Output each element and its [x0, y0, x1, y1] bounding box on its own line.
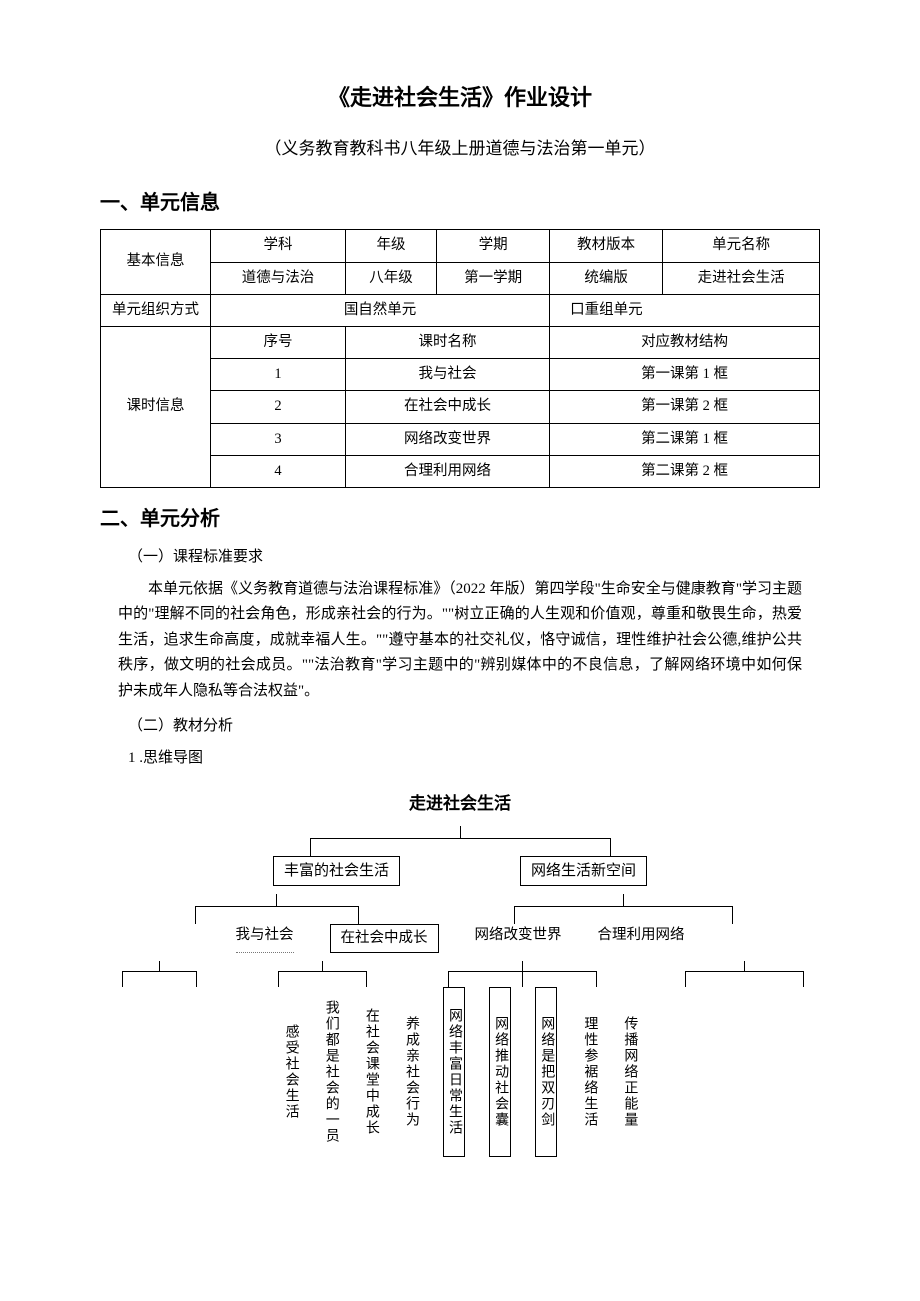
mindmap-leaf: 感受社会生活 — [283, 987, 299, 1157]
cell-unit-name: 走进社会生活 — [663, 262, 820, 294]
cell-lesson-no: 1 — [211, 359, 346, 391]
page-title: 《走进社会生活》作业设计 — [100, 80, 820, 115]
cell-lesson-name: 合理利用网络 — [345, 455, 549, 487]
cell-org-opt1: 国自然单元 — [211, 294, 550, 326]
cell-lesson-info-label: 课时信息 — [101, 326, 211, 487]
cell-lesson-no: 2 — [211, 391, 346, 423]
mindmap-leaf: 我们都是社会的一员 — [323, 987, 339, 1157]
cell-grade-header: 年级 — [345, 230, 436, 262]
mindmap-leaf: 在社会课堂中成长 — [363, 987, 379, 1157]
mindmap-node: 网络生活新空间 — [520, 856, 647, 886]
mindmap-leaf: 网络推动社会囊 — [489, 987, 511, 1157]
paragraph-1: 本单元依据《义务教育道德与法治课程标准》（2022 年版）第四学段"生命安全与健… — [118, 577, 802, 705]
mindmap-node: 网络改变世界 — [475, 924, 562, 953]
mindmap-level2: 丰富的社会生活 网络生活新空间 — [100, 856, 820, 886]
unit-info-table: 基本信息 学科 年级 学期 教材版本 单元名称 道德与法治 八年级 第一学期 统… — [100, 229, 820, 488]
cell-lesson-name: 在社会中成长 — [345, 391, 549, 423]
cell-unit-name-header: 单元名称 — [663, 230, 820, 262]
cell-lesson-no: 4 — [211, 455, 346, 487]
mindmap-leaves: 感受社会生活 我们都是社会的一员 在社会课堂中成长 养成亲社会行为 网络丰富日常… — [100, 987, 820, 1157]
cell-lesson-no-header: 序号 — [211, 326, 346, 358]
cell-lesson-ref: 第一课第 2 框 — [550, 391, 820, 423]
section-header-1: 一、单元信息 — [100, 187, 820, 219]
mindmap-root: 走进社会生活 — [100, 790, 820, 817]
sub-heading-2: （二）教材分析 — [128, 714, 820, 738]
cell-term-header: 学期 — [437, 230, 550, 262]
connector-icon — [210, 826, 710, 856]
cell-lesson-ref: 第二课第 1 框 — [550, 423, 820, 455]
cell-lesson-name-header: 课时名称 — [345, 326, 549, 358]
table-row: 课时信息 序号 课时名称 对应教材结构 — [101, 326, 820, 358]
table-row: 单元组织方式 国自然单元 口重组单元 — [101, 294, 820, 326]
cell-subject-header: 学科 — [211, 230, 346, 262]
mindmap-node: 合理利用网络 — [598, 924, 685, 953]
mindmap-level3: 我与社会 在社会中成长 网络改变世界 合理利用网络 — [100, 924, 820, 953]
cell-lesson-name: 我与社会 — [345, 359, 549, 391]
sub-heading-1: （一）课程标准要求 — [128, 545, 820, 569]
connector-icon — [120, 894, 800, 924]
cell-subject: 道德与法治 — [211, 262, 346, 294]
mindmap-leaf: 养成亲社会行为 — [403, 987, 419, 1157]
mindmap-leaf: 传播网络正能量 — [621, 987, 637, 1157]
mindmap-node: 丰富的社会生活 — [273, 856, 400, 886]
cell-version: 统编版 — [550, 262, 663, 294]
cell-term: 第一学期 — [437, 262, 550, 294]
mindmap-node: 在社会中成长 — [330, 924, 439, 953]
cell-basic-info-label: 基本信息 — [101, 230, 211, 294]
section-header-2: 二、单元分析 — [100, 503, 820, 535]
mindmap-leaf: 网络丰富日常生活 — [443, 987, 465, 1157]
cell-org-label: 单元组织方式 — [101, 294, 211, 326]
connector-icon — [100, 961, 840, 987]
cell-lesson-name: 网络改变世界 — [345, 423, 549, 455]
cell-grade: 八年级 — [345, 262, 436, 294]
mindmap-node: 我与社会 — [236, 924, 294, 953]
mindmap-leaf: 网络是把双刃剑 — [535, 987, 557, 1157]
table-row: 基本信息 学科 年级 学期 教材版本 单元名称 — [101, 230, 820, 262]
cell-lesson-ref: 第一课第 1 框 — [550, 359, 820, 391]
mindmap-leaf: 理性参裾络生活 — [581, 987, 597, 1157]
cell-lesson-ref: 第二课第 2 框 — [550, 455, 820, 487]
cell-lesson-ref-header: 对应教材结构 — [550, 326, 820, 358]
cell-lesson-no: 3 — [211, 423, 346, 455]
mindmap: 走进社会生活 丰富的社会生活 网络生活新空间 我与社会 在社会中成长 网络改变世… — [100, 790, 820, 1156]
cell-org-opt2: 口重组单元 — [550, 294, 820, 326]
list-item-1: 1 .思维导图 — [128, 746, 820, 770]
cell-version-header: 教材版本 — [550, 230, 663, 262]
page-subtitle: （义务教育教科书八年级上册道德与法治第一单元） — [100, 135, 820, 162]
